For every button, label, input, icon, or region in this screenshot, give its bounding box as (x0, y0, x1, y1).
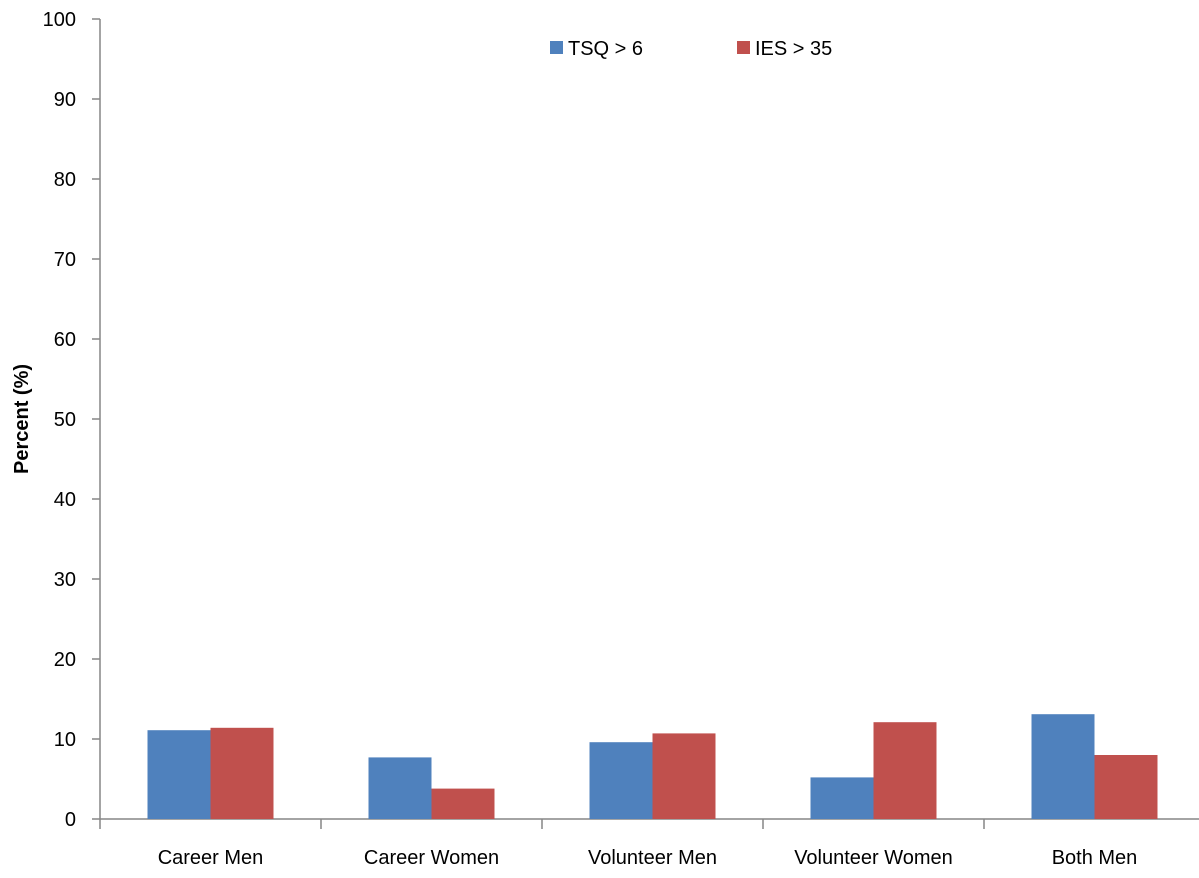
y-tick-label: 30 (54, 569, 76, 591)
y-axis: 0 10 20 30 40 50 60 70 80 90 100 (43, 9, 101, 831)
bar-ies-1 (431, 788, 495, 819)
y-tick-label: 90 (54, 89, 76, 111)
bar-tsq-0 (147, 730, 211, 819)
y-tick-label: 20 (54, 649, 76, 671)
bar-ies-0 (210, 727, 274, 819)
legend-label: IES > 35 (755, 38, 832, 60)
x-axis: Career Men Career Women Volunteer Men Volun… (99, 818, 1199, 869)
bar-tsq-1 (368, 757, 432, 819)
y-tick-label: 80 (54, 169, 76, 191)
legend: TSQ > 6 IES > 35 (550, 38, 832, 60)
legend-swatch (550, 41, 563, 54)
x-category-label: Volunteer Women (794, 847, 953, 869)
y-tick-label: 100 (43, 9, 76, 31)
bar-ies-2 (652, 733, 716, 819)
bar-tsq-4 (1031, 714, 1095, 819)
y-tick-label: 60 (54, 329, 76, 351)
x-category-label: Career Men (158, 847, 264, 869)
bar-tsq-3 (810, 777, 874, 819)
legend-swatch (737, 41, 750, 54)
bar-ies-4 (1094, 755, 1158, 819)
legend-label: TSQ > 6 (568, 38, 643, 60)
y-tick-label: 70 (54, 249, 76, 271)
bar-ies-3 (873, 722, 937, 819)
x-category-label: Both Men (1052, 847, 1138, 869)
bars (147, 714, 1158, 819)
x-category-label: Career Women (364, 847, 499, 869)
x-category-label: Volunteer Men (588, 847, 717, 869)
y-axis-title: Percent (%) (11, 364, 33, 474)
bar-tsq-2 (589, 742, 653, 819)
y-tick-label: 40 (54, 489, 76, 511)
y-tick-label: 0 (65, 809, 76, 831)
y-tick-label: 50 (54, 409, 76, 431)
y-tick-label: 10 (54, 729, 76, 751)
